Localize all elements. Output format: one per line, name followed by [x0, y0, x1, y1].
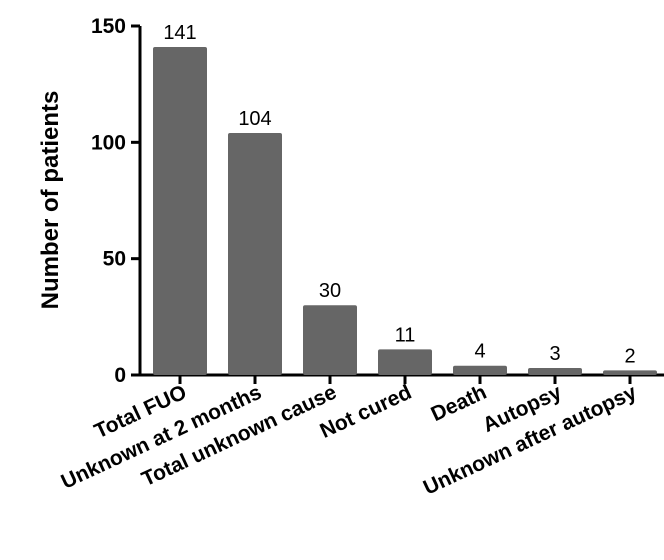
bar-7 [603, 370, 657, 375]
data-label-5: 4 [474, 341, 485, 363]
y-axis: 0 50 100 150 [91, 15, 142, 387]
data-label-1: 141 [163, 22, 196, 44]
bar-5 [453, 365, 507, 375]
y-tick-label: 100 [91, 131, 126, 154]
bar-4 [378, 349, 432, 375]
bar-3 [303, 305, 357, 375]
data-labels: 141 104 30 11 4 3 2 [163, 22, 635, 367]
y-axis-label: Number of patients [37, 91, 64, 310]
data-label-2: 104 [238, 108, 271, 130]
bars [153, 46, 657, 375]
data-label-3: 30 [319, 280, 341, 302]
bar-2 [228, 133, 282, 375]
y-tick-label: 150 [91, 15, 126, 38]
bar-6 [528, 368, 582, 375]
bar-1 [153, 46, 207, 375]
data-label-6: 3 [549, 343, 560, 365]
y-tick-label: 50 [103, 248, 126, 271]
data-label-7: 2 [624, 345, 635, 367]
y-tick-label: 0 [114, 364, 126, 387]
data-label-4: 11 [395, 324, 416, 346]
